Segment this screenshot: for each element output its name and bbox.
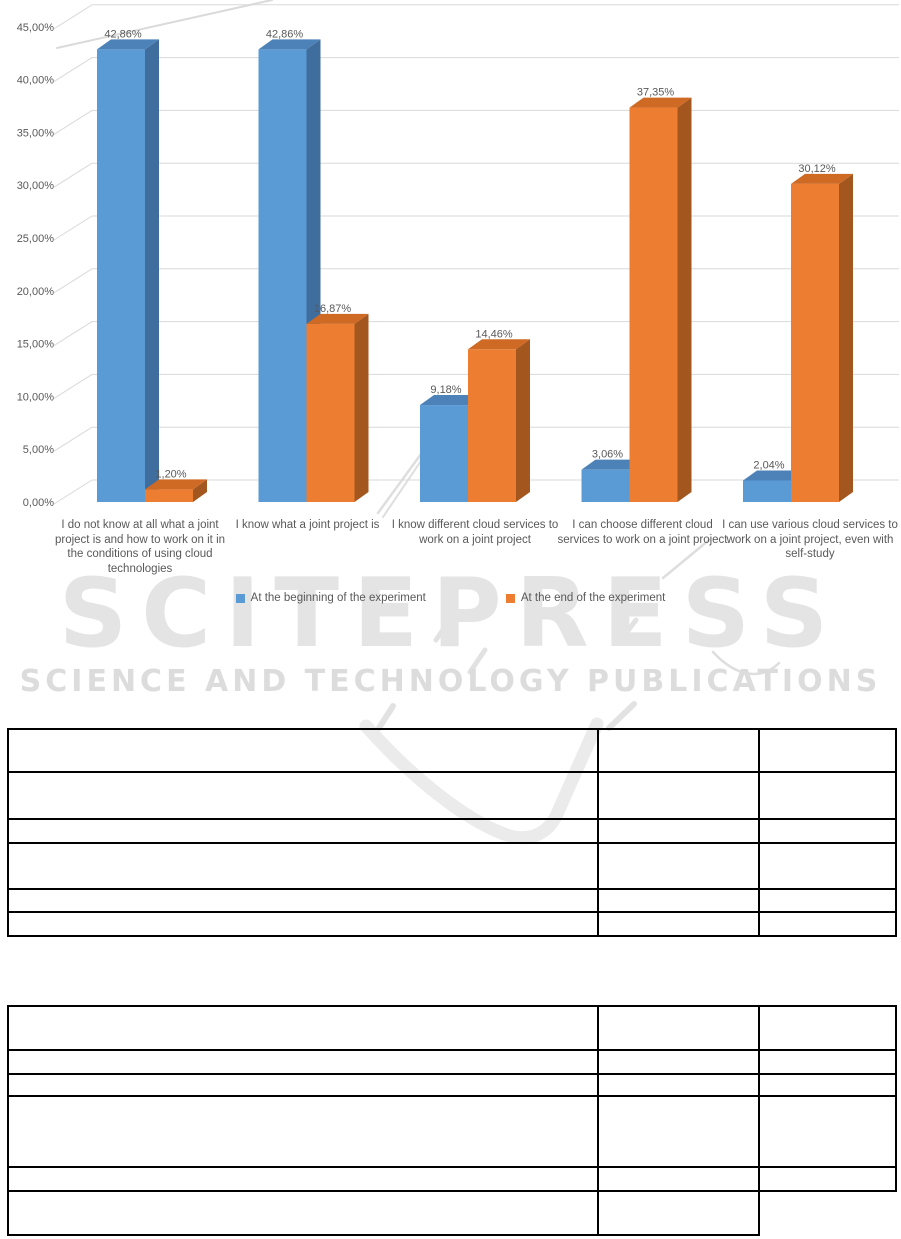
legend-item-beginning: At the beginning of the experiment: [235, 592, 426, 604]
table-cell: [9, 773, 597, 818]
table-cell: [597, 1075, 758, 1095]
table-cell: [9, 730, 597, 771]
table-row: [9, 1097, 897, 1168]
watermark-subtitle: SCIENCE AND TECHNOLOGY PUBLICATIONS: [19, 664, 882, 699]
table-cell: [597, 890, 758, 911]
legend-item-end: At the end of the experiment: [505, 592, 666, 604]
svg-text:40,00%: 40,00%: [17, 75, 55, 87]
table-2: [7, 1005, 897, 1236]
table-cell: [758, 1192, 897, 1236]
category-label: I can use various cloud services to work…: [722, 519, 898, 561]
table-cell: [597, 1051, 758, 1073]
svg-text:45,00%: 45,00%: [17, 22, 55, 34]
svg-text:35,00%: 35,00%: [17, 127, 55, 139]
table-cell: [758, 1168, 897, 1190]
table-row: [9, 1051, 897, 1075]
table-cell: [9, 1007, 597, 1049]
table-row: [9, 890, 895, 913]
svg-text:42,86%: 42,86%: [266, 28, 304, 40]
table-cell: [758, 820, 895, 842]
legend-marker-orange-icon: [505, 593, 515, 603]
table-row: [9, 730, 895, 773]
table-cell: [758, 1097, 897, 1166]
svg-text:2,04%: 2,04%: [753, 459, 784, 471]
table-cell: [597, 1007, 758, 1049]
table-cell: [758, 913, 895, 935]
table-cell: [597, 844, 758, 888]
table-cell: [758, 844, 895, 888]
table-cell: [597, 730, 758, 771]
svg-text:0,00%: 0,00%: [23, 497, 54, 509]
svg-text:16,87%: 16,87%: [314, 303, 352, 315]
table-cell: [758, 773, 895, 818]
table-row: [9, 844, 895, 890]
svg-text:37,35%: 37,35%: [637, 87, 675, 99]
svg-text:15,00%: 15,00%: [17, 339, 55, 351]
table-cell: [9, 890, 597, 911]
table-cell: [9, 844, 597, 888]
svg-text:5,00%: 5,00%: [23, 444, 54, 456]
svg-text:1,20%: 1,20%: [155, 468, 186, 480]
table-cell: [9, 913, 597, 935]
clustered-column-chart-3d: 0,00% 5,00% 10,00% 15,00% 20,00% 25,00% 30,00%…: [17, 4, 899, 509]
svg-text:3,06%: 3,06%: [592, 449, 623, 461]
table-cell: [9, 1097, 597, 1166]
table-cell: [758, 1051, 897, 1073]
legend-label-end: At the end of the experiment: [520, 592, 666, 604]
table-cell: [9, 1168, 597, 1190]
svg-text:42,86%: 42,86%: [104, 28, 142, 40]
table-row: [9, 773, 895, 820]
table-cell: [597, 1097, 758, 1166]
svg-text:14,46%: 14,46%: [475, 328, 513, 340]
category-label: I know different cloud services to work …: [391, 519, 559, 546]
category-label: I do not know at all what a joint projec…: [54, 519, 226, 576]
category-label: I know what a joint project is: [235, 519, 380, 531]
table-1: [7, 728, 897, 937]
table-cell: [597, 820, 758, 842]
table-cell: [597, 773, 758, 818]
table-cell: [9, 1075, 597, 1095]
table-cell: [758, 890, 895, 911]
table-cell: [9, 820, 597, 842]
table-cell: [597, 913, 758, 935]
table-row: [9, 913, 895, 935]
chart-legend: At the beginning of the experiment At th…: [0, 592, 901, 604]
legend-label-beginning: At the beginning of the experiment: [250, 592, 426, 604]
table-cell: [758, 1007, 897, 1049]
table-row: [9, 820, 895, 844]
watermark-title: SCITEPRESS: [58, 559, 843, 669]
svg-text:10,00%: 10,00%: [17, 391, 55, 403]
category-label: I can choose different cloud services to…: [557, 519, 728, 546]
svg-text:30,12%: 30,12%: [798, 163, 836, 175]
table-row: [9, 1075, 897, 1097]
svg-text:25,00%: 25,00%: [17, 233, 55, 245]
table-row: [9, 1168, 897, 1192]
table-cell: [9, 1192, 597, 1236]
table-cell: [758, 730, 895, 771]
table-cell: [597, 1168, 758, 1190]
svg-text:20,00%: 20,00%: [17, 286, 55, 298]
legend-marker-blue-icon: [235, 593, 245, 603]
table-row: [9, 1007, 897, 1051]
table-cell: [597, 1192, 758, 1236]
table-cell: [758, 1075, 897, 1095]
table-cell: [9, 1051, 597, 1073]
svg-text:9,18%: 9,18%: [430, 384, 461, 396]
svg-text:30,00%: 30,00%: [17, 180, 55, 192]
table-row: [9, 1192, 897, 1236]
